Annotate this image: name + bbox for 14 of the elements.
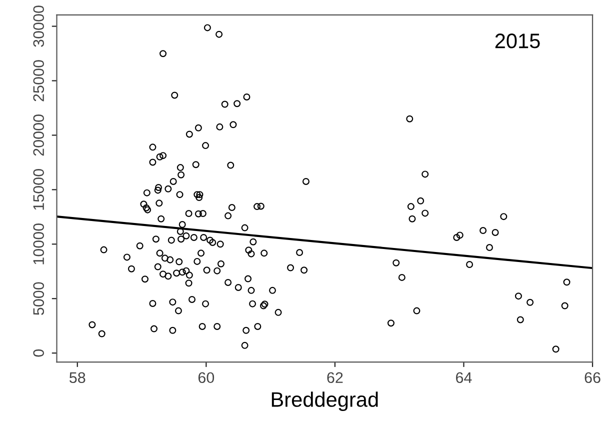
y-tick-label: 15000 [33,169,44,210]
annotation: 2015 [495,34,540,48]
y-tick-label: 20000 [33,114,44,156]
y-tick-label: 30000 [33,6,44,47]
x-tick-label: 62 [327,372,343,384]
x-tick-label: 58 [69,372,86,384]
x-tick-label: 66 [584,372,600,384]
y-tick-label: 5000 [33,282,44,315]
x-tick-label: 60 [198,372,214,384]
y-tick-label: 25000 [33,60,44,102]
y-tick-label: 10000 [33,223,44,264]
x-axis-title: Breddegrad [272,392,378,412]
x-tick-label: 64 [456,372,472,384]
y-tick-label: 0 [33,349,44,357]
